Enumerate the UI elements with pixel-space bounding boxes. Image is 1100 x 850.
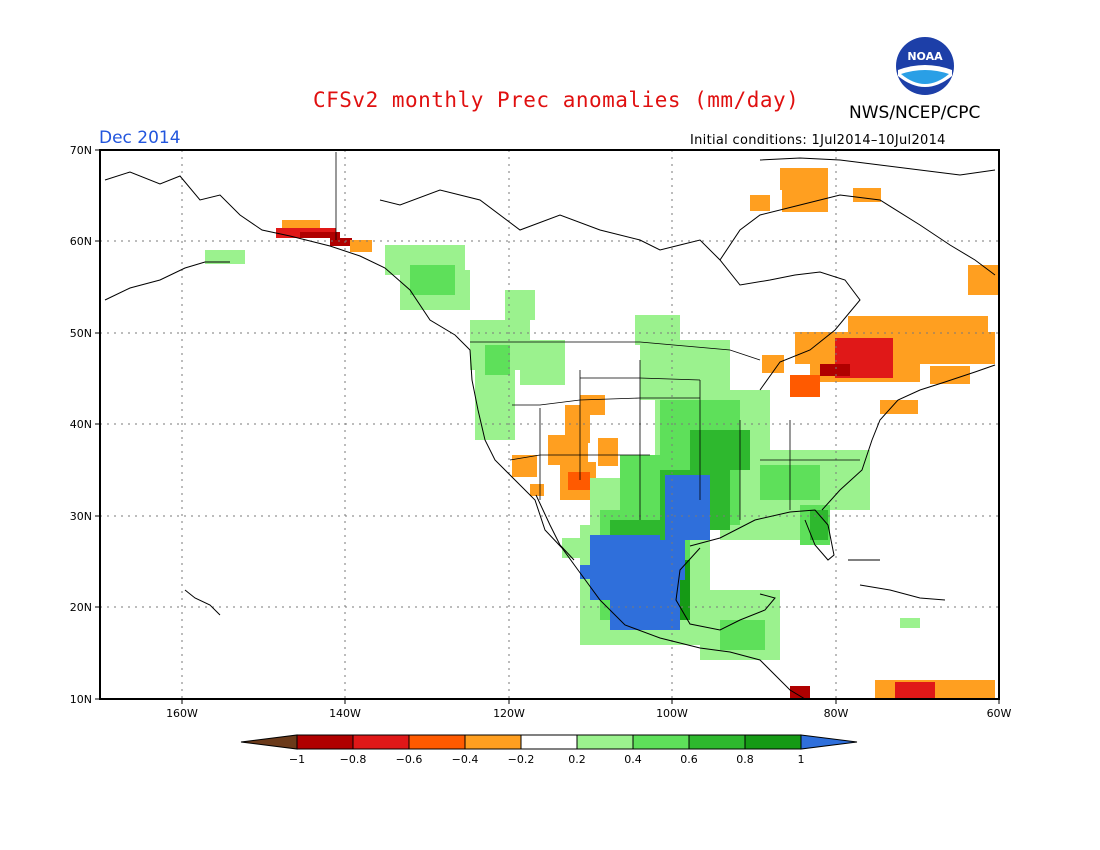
agency-label: NWS/NCEP/CPC	[849, 103, 981, 123]
lon-label: 60W	[987, 707, 1012, 720]
colorbar-swatch	[520, 734, 578, 750]
lat-label: 20N	[70, 601, 92, 614]
lat-label: 50N	[70, 327, 92, 340]
colorbar-swatch	[688, 734, 746, 750]
colorbar-label: 0.4	[624, 753, 642, 766]
colorbar-swatch	[464, 734, 522, 750]
lon-label: 160W	[166, 707, 198, 720]
coastlines	[104, 157, 996, 700]
lon-label: 80W	[824, 707, 849, 720]
colorbar-label: −0.4	[452, 753, 479, 766]
colorbar-label: 0.6	[680, 753, 698, 766]
lon-label: 140W	[329, 707, 361, 720]
lon-label: 120W	[493, 707, 525, 720]
map-title: CFSv2 monthly Prec anomalies (mm/day)	[313, 88, 800, 112]
logo-text: NOAA	[907, 50, 943, 63]
colorbar-swatch	[632, 734, 690, 750]
lat-label: 70N	[70, 144, 92, 157]
colorbar-label: −0.2	[508, 753, 535, 766]
valid-month: Dec 2014	[99, 128, 181, 148]
anomaly-cells	[205, 168, 998, 699]
colorbar-label: 0.8	[736, 753, 754, 766]
graticule	[100, 150, 999, 699]
lat-label: 60N	[70, 235, 92, 248]
colorbar-swatch	[240, 734, 298, 750]
colorbar-label: 0.2	[568, 753, 586, 766]
colorbar-label: −1	[289, 753, 305, 766]
colorbar-label: −0.6	[396, 753, 423, 766]
political-borders	[335, 152, 860, 520]
colorbar-swatch	[800, 734, 858, 750]
longitude-labels: 160W 140W 120W 100W 80W 60W	[166, 707, 1011, 720]
lat-label: 30N	[70, 510, 92, 523]
lat-label: 10N	[70, 693, 92, 706]
colorbar-swatch	[296, 734, 354, 750]
colorbar-swatch	[744, 734, 802, 750]
lat-label: 40N	[70, 418, 92, 431]
colorbar-labels: −1 −0.8 −0.6 −0.4 −0.2 0.2 0.4 0.6 0.8 1	[289, 753, 805, 766]
colorbar-swatch	[352, 734, 410, 750]
lon-label: 100W	[656, 707, 688, 720]
colorbar-swatch	[408, 734, 466, 750]
colorbar-label: 1	[798, 753, 805, 766]
latitude-labels: 70N 60N 50N 40N 30N 20N 10N	[70, 144, 92, 706]
noaa-logo-icon: NOAA	[896, 37, 954, 95]
colorbar	[240, 734, 858, 750]
colorbar-swatch	[576, 734, 634, 750]
colorbar-label: −0.8	[340, 753, 367, 766]
initial-conditions: Initial conditions: 1Jul2014–10Jul2014	[690, 133, 946, 148]
